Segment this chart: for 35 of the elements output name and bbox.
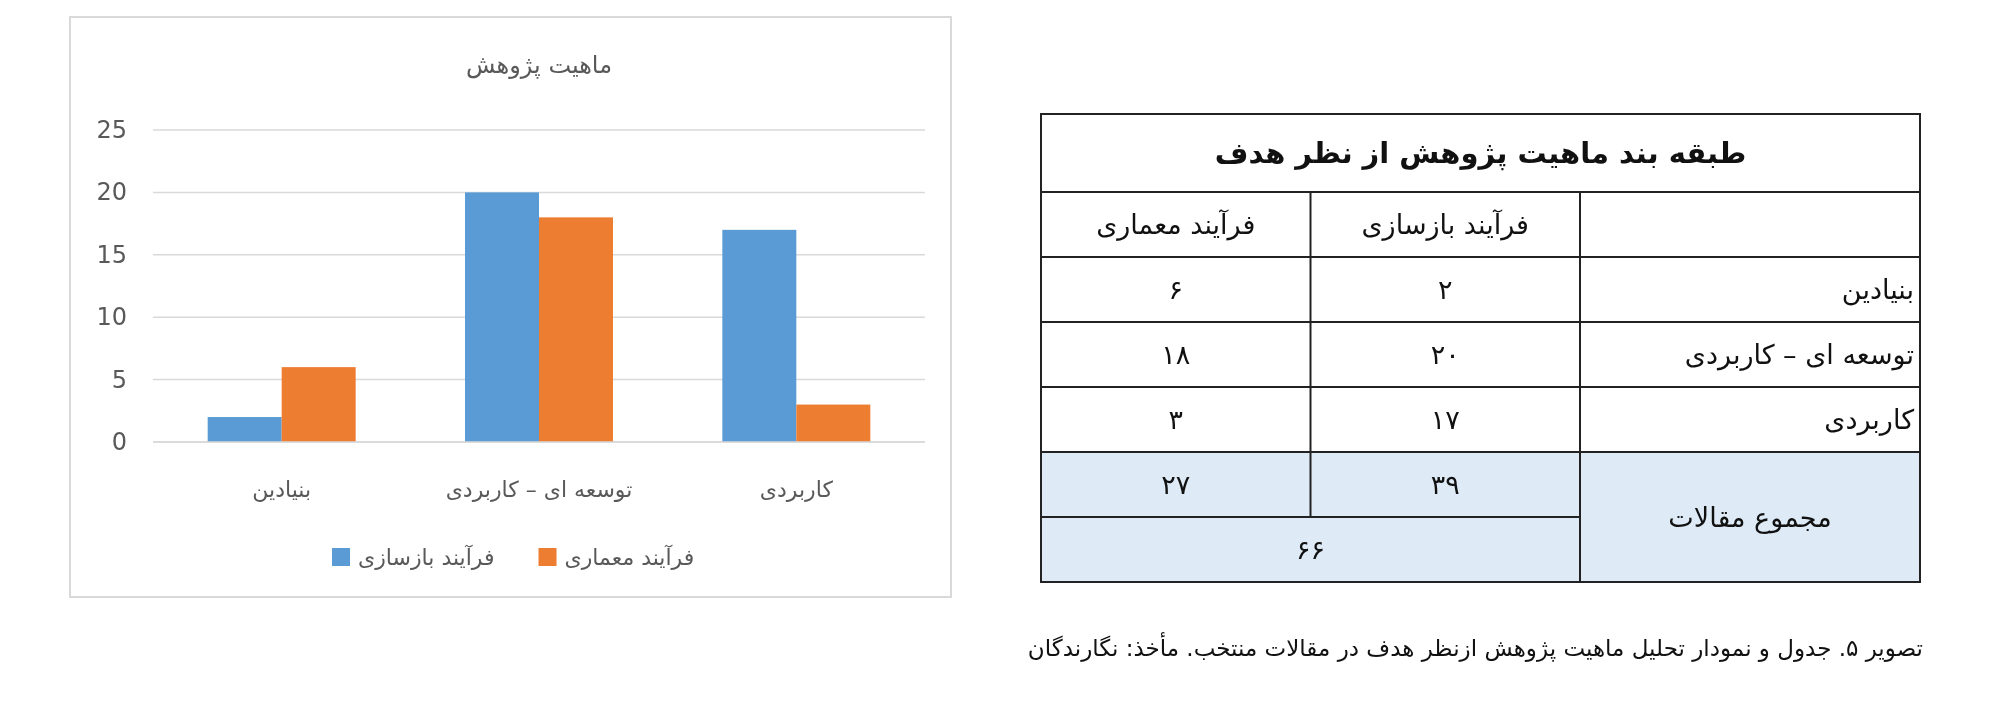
text: ۶۶ xyxy=(1295,534,1326,565)
text: ۳۹ xyxy=(1430,469,1460,500)
y-tick-label: 10 xyxy=(96,303,127,332)
text: ۲ xyxy=(1437,274,1453,305)
text: تصویر ۵. جدول و نمودار تحلیل ماهیت پژوهش ازنظر هدف در مقالات منتخب. مأخذ: نگارندگان xyxy=(1027,632,1923,662)
y-tick-label: 20 xyxy=(96,178,127,207)
bar xyxy=(539,217,613,442)
y-tick-label: 5 xyxy=(111,365,127,394)
category-label: فرآیند معماری xyxy=(1096,209,1256,241)
x-tick-label: توسعه ای – کاربردی xyxy=(445,476,633,502)
chart-title: ماهیت پژوهش xyxy=(465,51,613,79)
category-label: بنیادین xyxy=(1841,274,1914,305)
category-label: کاربردی xyxy=(1824,404,1914,435)
legend-label: فرآیند بازسازی xyxy=(358,543,495,570)
category-label: توسعه ای – کاربردی xyxy=(1684,339,1914,370)
text: ۲۰ xyxy=(1430,339,1460,370)
bar xyxy=(722,229,797,442)
bar xyxy=(465,192,539,442)
x-tick-label: بنیادین xyxy=(252,476,312,502)
category-label: مجموع مقالات xyxy=(1668,501,1832,533)
x-tick-label: کاربردی xyxy=(759,476,834,502)
y-tick-label: 25 xyxy=(96,116,127,144)
text: ۱۷ xyxy=(1430,404,1460,435)
text: ۱۸ xyxy=(1161,339,1191,370)
y-tick-label: 0 xyxy=(111,428,127,456)
text: طبقه بند ماهیت پژوهش از نظر هدف xyxy=(1214,136,1747,171)
legend-label: فرآیند معماری xyxy=(564,543,695,570)
text: ۳ xyxy=(1168,404,1184,435)
text: ۲۷ xyxy=(1161,469,1191,500)
bar xyxy=(796,404,871,442)
bar xyxy=(207,417,282,442)
bar xyxy=(281,367,356,442)
text: ۶ xyxy=(1168,274,1184,305)
category-label: فرآیند بازسازی xyxy=(1361,209,1530,241)
y-tick-label: 15 xyxy=(96,240,127,269)
